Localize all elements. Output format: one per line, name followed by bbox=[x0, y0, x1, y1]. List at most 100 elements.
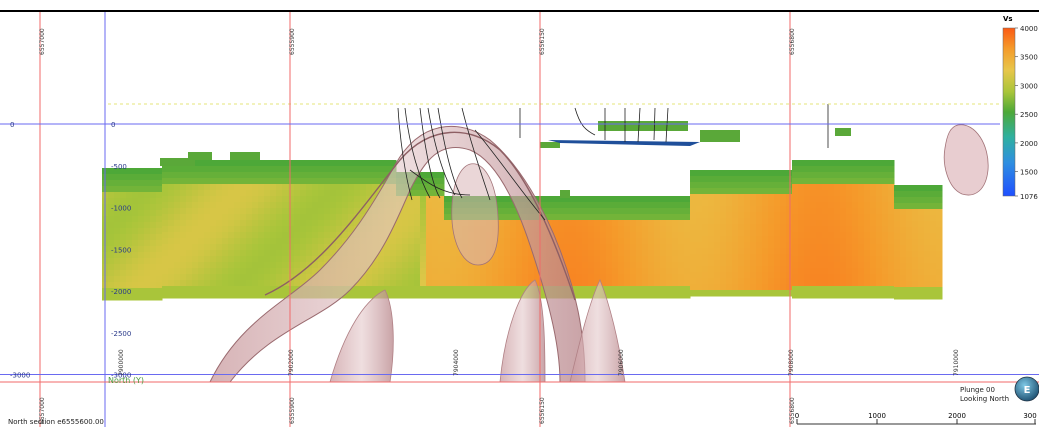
heat-cell bbox=[756, 236, 763, 243]
heat-cell bbox=[660, 280, 667, 287]
heat-cell bbox=[270, 232, 277, 239]
heat-cell bbox=[528, 256, 535, 263]
heat-cell bbox=[252, 160, 259, 167]
heat-cell bbox=[828, 172, 835, 179]
heat-cell bbox=[444, 208, 451, 215]
heat-cell bbox=[270, 274, 277, 281]
heat-cell bbox=[840, 178, 847, 185]
heat-cell bbox=[144, 234, 151, 241]
heat-cell bbox=[750, 272, 757, 279]
heat-cell bbox=[162, 202, 169, 209]
heat-cell bbox=[732, 230, 739, 237]
heat-cell bbox=[306, 220, 313, 227]
heat-cell bbox=[396, 244, 403, 251]
heat-cell bbox=[264, 286, 271, 293]
heat-cell bbox=[378, 274, 385, 281]
heat-cell bbox=[864, 292, 871, 299]
heat-cell bbox=[846, 292, 853, 299]
heat-cell bbox=[324, 196, 331, 203]
heat-cell bbox=[420, 268, 427, 275]
heat-cell bbox=[582, 280, 589, 287]
heat-cell bbox=[900, 185, 907, 192]
heat-cell bbox=[228, 178, 235, 185]
heat-cell bbox=[396, 256, 403, 263]
heat-cell bbox=[222, 178, 229, 185]
heat-cell bbox=[870, 238, 877, 245]
compass-icon[interactable]: E bbox=[1014, 376, 1039, 402]
heat-cell bbox=[726, 176, 733, 183]
heat-cell bbox=[900, 221, 907, 228]
heat-cell bbox=[378, 268, 385, 275]
heat-cell bbox=[762, 248, 769, 255]
heat-cell bbox=[162, 190, 169, 197]
heat-cell bbox=[852, 190, 859, 197]
heat-cell bbox=[318, 244, 325, 251]
heat-cell bbox=[732, 260, 739, 267]
heat-cell bbox=[294, 190, 301, 197]
heat-cell bbox=[264, 238, 271, 245]
heat-cell bbox=[402, 220, 409, 227]
heat-cell bbox=[312, 178, 319, 185]
heat-cell bbox=[762, 188, 769, 195]
heat-cell bbox=[726, 194, 733, 201]
heat-cell bbox=[870, 292, 877, 299]
heat-cell bbox=[432, 274, 439, 281]
heat-cell bbox=[210, 166, 217, 173]
heat-cell bbox=[126, 294, 133, 301]
heat-cell bbox=[468, 262, 475, 269]
heat-cell bbox=[690, 200, 697, 207]
heat-cell bbox=[666, 286, 673, 293]
heat-cell bbox=[282, 190, 289, 197]
heat-cell bbox=[432, 208, 439, 215]
heat-cell bbox=[726, 218, 733, 225]
heat-cell bbox=[582, 256, 589, 263]
heat-cell bbox=[804, 286, 811, 293]
heat-cell bbox=[210, 256, 217, 263]
heat-cell bbox=[408, 208, 415, 215]
heat-cell bbox=[174, 286, 181, 293]
heat-cell bbox=[186, 184, 193, 191]
heat-cell bbox=[618, 232, 625, 239]
heat-cell bbox=[252, 172, 259, 179]
heat-cell bbox=[636, 226, 643, 233]
heat-cell bbox=[864, 202, 871, 209]
heat-cell bbox=[768, 218, 775, 225]
heat-cell bbox=[834, 262, 841, 269]
heat-cell bbox=[144, 216, 151, 223]
heat-cell bbox=[750, 278, 757, 285]
heat-cell bbox=[396, 220, 403, 227]
heat-cell bbox=[936, 245, 943, 252]
heat-cell bbox=[114, 294, 121, 301]
heat-cell bbox=[666, 256, 673, 263]
heat-cell bbox=[300, 280, 307, 287]
heat-cell bbox=[708, 188, 715, 195]
heat-cell bbox=[510, 202, 517, 209]
heat-cell bbox=[186, 178, 193, 185]
heat-cell bbox=[366, 274, 373, 281]
lens-shell bbox=[451, 163, 499, 266]
heat-cell bbox=[636, 232, 643, 239]
heat-cell bbox=[780, 284, 787, 291]
heat-cell bbox=[828, 238, 835, 245]
heat-cell bbox=[270, 172, 277, 179]
heat-cell bbox=[552, 208, 559, 215]
heat-cell bbox=[558, 214, 565, 221]
heat-cell bbox=[330, 190, 337, 197]
heat-cell bbox=[126, 168, 133, 175]
heat-cell bbox=[858, 190, 865, 197]
heat-cell bbox=[714, 224, 721, 231]
heat-cell bbox=[570, 256, 577, 263]
heat-cell bbox=[714, 272, 721, 279]
heat-cell bbox=[156, 228, 163, 235]
heat-cell bbox=[126, 222, 133, 229]
heat-cell bbox=[228, 286, 235, 293]
heat-cell bbox=[264, 220, 271, 227]
heat-cell bbox=[810, 256, 817, 263]
heat-cell bbox=[198, 292, 205, 299]
heat-cell bbox=[468, 274, 475, 281]
heat-cell bbox=[156, 246, 163, 253]
heat-cell bbox=[624, 208, 631, 215]
